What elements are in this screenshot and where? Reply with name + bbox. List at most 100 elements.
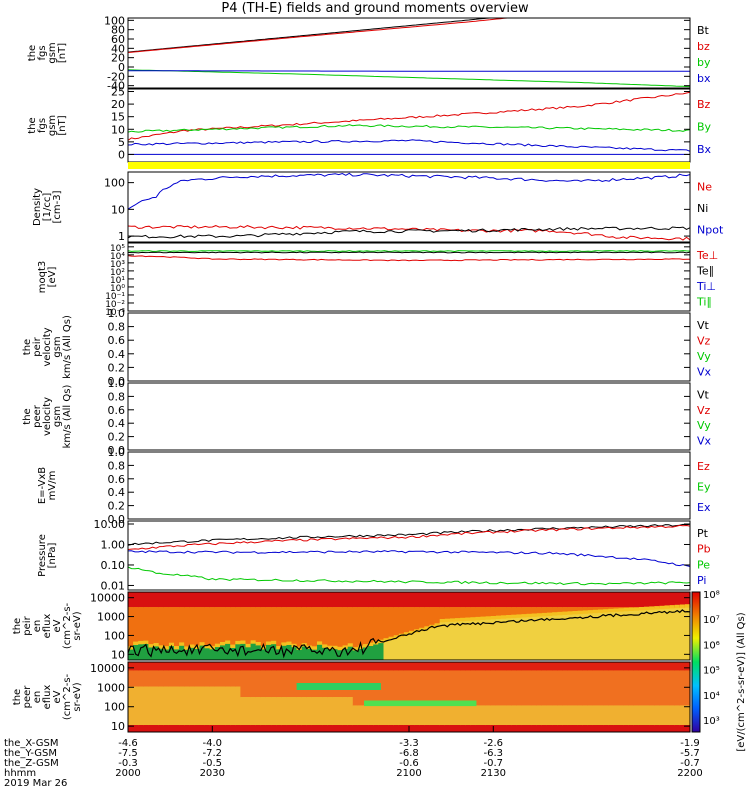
spectrogram-cell [449,662,456,671]
spectrogram-cell [153,592,160,608]
y-label-line: [1/cc] [42,193,53,222]
y-tick-label: 0.8 [108,459,126,472]
spectrogram-cell [286,670,293,698]
spectrogram-cell [618,670,625,706]
spectrogram-cell [592,705,599,726]
y-tick-label: 10⁴ [110,252,125,262]
spectrogram-cell [531,613,538,618]
spectrogram-cell [363,725,369,733]
spectrogram-cell [342,607,349,646]
spectrogram-cell [475,725,482,733]
spectrogram-cell [220,607,226,643]
spectrogram-cell [235,592,241,608]
series-tep [127,255,690,262]
panel-frame [127,382,691,451]
spectrogram-cell [429,725,436,733]
spectrogram-cell [414,662,420,671]
spectrogram-cell [414,592,420,608]
spectrogram-cell [168,670,175,687]
spectrogram-cell [613,725,620,733]
spectrogram-cell [240,607,247,641]
y-label-line: gsm [47,115,58,136]
spectrogram-cell [444,725,451,733]
legend-vy: Vy [697,419,711,432]
spectrogram-cell [138,644,144,661]
spectrogram-cell [623,607,630,612]
spectrogram-cell [322,607,328,645]
spectrogram-cell [250,592,257,608]
spectrogram-cell [465,670,471,706]
legend-ex: Ex [697,501,711,514]
spectrogram-cell [301,607,308,644]
spectrogram-cell [511,662,517,671]
spectrogram-cell [567,614,574,661]
spectrogram-cell [189,662,195,671]
legend-ey: Ey [697,481,711,494]
y-label-line: en [32,620,43,633]
spectrogram-cell [516,617,522,661]
spectrogram-cell [424,626,430,631]
y-label-line: km/s (All Qs) [62,315,73,379]
spectrogram-cell [245,697,252,726]
colorbar-label-text: [eV/(cm^2-s-sr-eV)] (All Qs) [736,612,747,751]
spectrogram-cell [618,592,625,608]
spectrogram-cell [403,592,410,608]
spectrogram-cell [322,662,328,671]
spectrogram-cell [174,649,180,661]
spectrogram-cell [352,592,359,608]
spectrogram-cell [419,705,425,726]
spectrogram-cell [230,648,236,661]
spectrogram-cell [271,592,277,608]
y-label-line: fgs [37,45,48,60]
y-label-line: velocity [42,397,53,436]
spectrogram-cell [419,631,425,661]
spectrogram-cell [383,641,390,661]
spectrogram-cell [572,725,579,733]
spectrogram-cell [669,662,676,671]
spectrogram-cell [168,662,175,671]
legend-vy: Vy [697,350,711,363]
spectrogram-cell [322,725,328,733]
spectrogram-cell [684,592,691,608]
spectrogram-cell [128,646,134,651]
y-tick-label: 0.8 [108,390,126,403]
spectrogram-cell [214,725,221,733]
spectrogram-cell [567,705,574,726]
spectrogram-cell [664,662,671,671]
spectrogram-cell [475,662,482,671]
spectrogram-cell [521,617,528,661]
colorbar-label: [eV/(cm^2-s-sr-eV)] (All Qs) [736,612,747,751]
spectrogram-cell [541,592,548,608]
spectrogram-cell [562,592,568,608]
legend-pt: Pt [697,527,709,540]
spectrogram-cell [674,608,681,661]
spectrogram-cell [301,697,308,726]
y-tick-label: 1.0 [108,307,126,320]
spectrogram-cell [327,649,333,661]
spectrogram-cell [281,662,287,671]
y-tick-label: 100 [104,701,125,714]
y-tick-label: 0.4 [108,486,126,499]
spectrogram-cell [511,592,517,608]
y-tick-label: 0.6 [108,404,126,417]
spectrogram-cell [429,662,436,671]
spectrogram-cell [311,646,318,651]
spectrogram-cell [638,610,645,661]
legend-by: By [697,121,712,134]
y-axis-label: the peir velocity gsm km/s (All Qs) [22,315,73,379]
spectrogram-cell [265,641,272,646]
spectrogram-cell [291,670,298,698]
spectrogram-cell [444,662,451,671]
spectrogram-cell [603,725,609,733]
y-label-line: eV [52,690,63,703]
spectrogram-cell [225,592,231,608]
spectrogram-cell [414,607,420,630]
spectrogram-cell [526,725,533,733]
spectrogram-cell [194,662,201,671]
spectrogram-cell [368,592,374,608]
spectrogram-cell [383,607,390,639]
legend-vz: Vz [697,404,711,417]
panel-frame [127,451,691,520]
spectrogram-cell [434,623,441,628]
